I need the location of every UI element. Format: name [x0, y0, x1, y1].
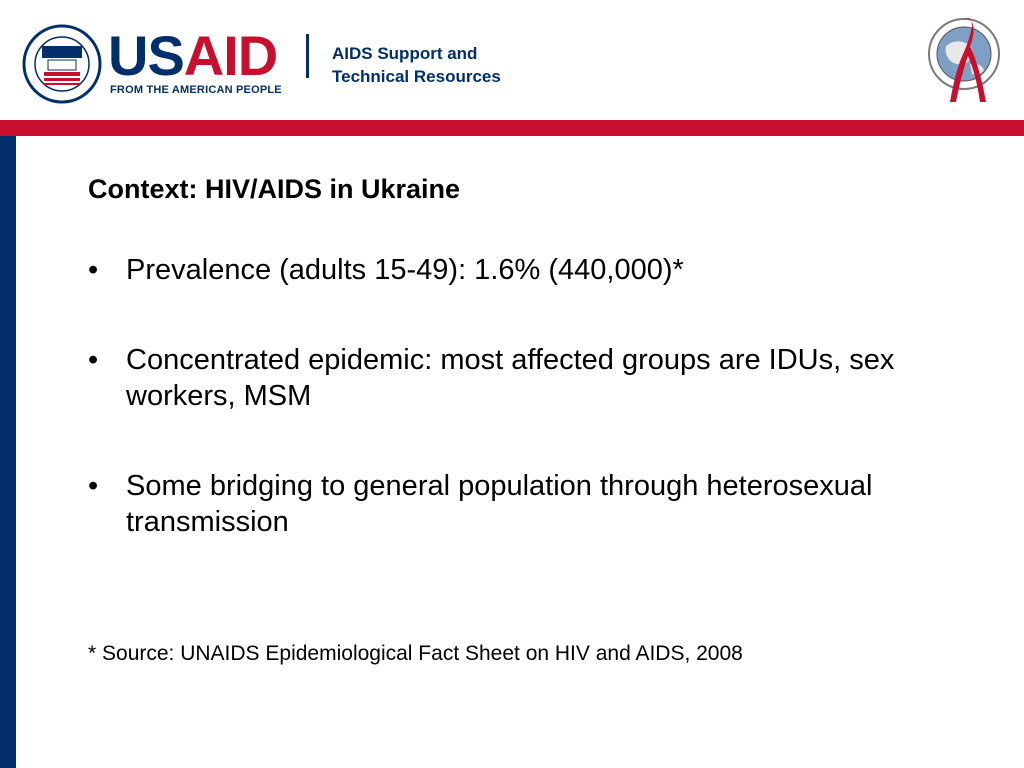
- program-name-line-2: Technical Resources: [332, 67, 501, 86]
- bullet-text: Some bridging to general population thro…: [126, 470, 873, 538]
- source-footnote: * Source: UNAIDS Epidemiological Fact Sh…: [88, 642, 743, 665]
- bullet-marker: •: [88, 344, 99, 376]
- usaid-wordmark-us: US: [108, 24, 185, 87]
- bullet-item: • Prevalence (adults 15-49): 1.6% (440,0…: [88, 252, 968, 288]
- header-red-band: [0, 120, 1024, 136]
- bullet-text: Prevalence (adults 15-49): 1.6% (440,000…: [126, 254, 684, 286]
- usaid-wordmark: USAID: [108, 28, 278, 84]
- usaid-seal-icon: [22, 24, 102, 104]
- header-divider: [306, 34, 309, 78]
- slide-title: Context: HIV/AIDS in Ukraine: [88, 174, 461, 204]
- program-name-line-1: AIDS Support and: [332, 44, 478, 63]
- slide-header: USAID FROM THE AMERICAN PEOPLE AIDS Supp…: [0, 0, 1024, 120]
- usaid-tagline: FROM THE AMERICAN PEOPLE: [110, 84, 282, 96]
- usaid-wordmark-aid: AID: [183, 24, 278, 87]
- bullet-marker: •: [88, 254, 99, 286]
- pepfar-globe-ribbon-icon: [928, 18, 1000, 102]
- program-name: AIDS Support and Technical Resources: [332, 42, 501, 88]
- left-accent-bar: [0, 136, 16, 768]
- bullet-item: • Concentrated epidemic: most affected g…: [88, 342, 968, 414]
- bullet-marker: •: [88, 470, 99, 502]
- bullet-text: Concentrated epidemic: most affected gro…: [126, 344, 895, 412]
- bullet-item: • Some bridging to general population th…: [88, 468, 968, 540]
- bullet-list: • Prevalence (adults 15-49): 1.6% (440,0…: [88, 252, 968, 594]
